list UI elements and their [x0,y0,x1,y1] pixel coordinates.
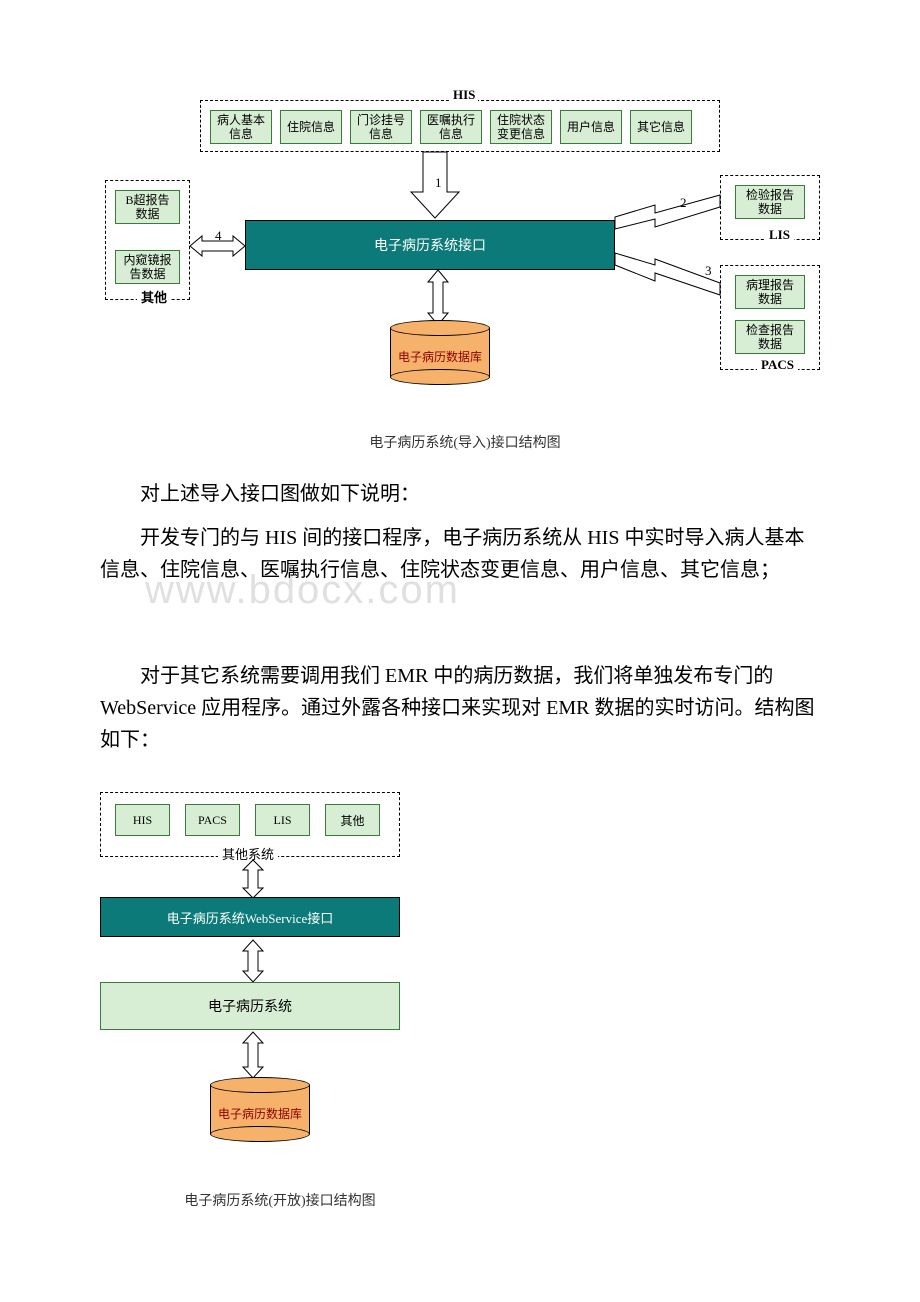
arrow-label-3: 3 [705,263,712,279]
diagram1-caption: 电子病历系统(导入)接口结构图 [310,432,620,452]
d2-arrow-1 [238,860,268,898]
lis-group-label: LIS [765,227,794,243]
paragraph-2: 开发专门的与 HIS 间的接口程序，电子病历系统从 HIS 中实时导入病人基本信… [100,522,820,586]
his-box-0: 病人基本信息 [210,110,272,144]
lis-box: 检验报告数据 [735,185,805,219]
d2-arrow-2 [238,940,268,982]
db-cylinder: 电子病历数据库 [390,320,490,385]
d2-db-label: 电子病历数据库 [210,1105,310,1122]
arrow-db [423,270,453,325]
emr-interface-box: 电子病历系统接口 [245,220,615,270]
arrow-label-1: 1 [435,175,442,191]
diagram2-caption: 电子病历系统(开放)接口结构图 [170,1190,390,1210]
diagram-import: HIS 病人基本信息 住院信息 门诊挂号信息 医嘱执行信息 住院状态变更信息 用… [105,95,825,415]
arrow-label-4: 4 [215,228,222,244]
pacs-group-label: PACS [757,357,798,373]
page: HIS 病人基本信息 住院信息 门诊挂号信息 医嘱执行信息 住院状态变更信息 用… [0,0,920,1302]
d2-db-cylinder: 电子病历数据库 [210,1077,310,1142]
his-box-3: 医嘱执行信息 [420,110,482,144]
his-box-6: 其它信息 [630,110,692,144]
sys-box-2: LIS [255,804,310,836]
his-box-1: 住院信息 [280,110,342,144]
sys-box-3: 其他 [325,804,380,836]
left-box-1: 内窥镜报告数据 [115,250,180,284]
paragraph-1: 对上述导入接口图做如下说明： [100,478,820,510]
left-box-0: B超报告数据 [115,190,180,224]
pacs-box-0: 病理报告数据 [735,275,805,309]
paragraph-3: 对于其它系统需要调用我们 EMR 中的病历数据，我们将单独发布专门的 WebSe… [100,660,820,756]
pacs-box-1: 检查报告数据 [735,320,805,354]
ws-interface-box: 电子病历系统WebService接口 [100,897,400,937]
his-box-2: 门诊挂号信息 [350,110,412,144]
sys-box-1: PACS [185,804,240,836]
diagram-open: 其他系统 HIS PACS LIS 其他 电子病历系统WebService接口 … [100,792,440,1192]
left-group-label: 其他 [137,287,171,306]
his-box-4: 住院状态变更信息 [490,110,552,144]
his-box-5: 用户信息 [560,110,622,144]
sys-box-0: HIS [115,804,170,836]
db-cylinder-label: 电子病历数据库 [390,348,490,365]
arrow-label-2: 2 [680,195,687,211]
arrow-2 [615,195,725,235]
emr-box: 电子病历系统 [100,982,400,1030]
d2-arrow-3 [238,1032,268,1078]
his-group-label: HIS [450,87,478,103]
